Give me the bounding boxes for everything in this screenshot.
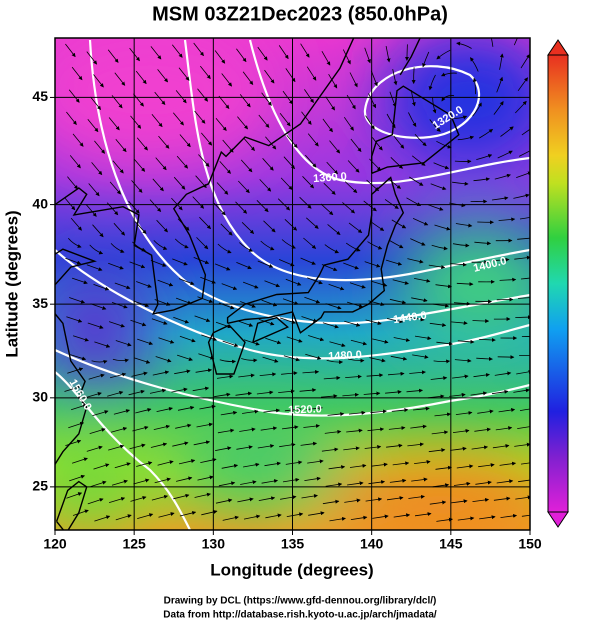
x-tick-label: 135 (281, 536, 305, 552)
x-tick-label: 125 (122, 536, 146, 552)
x-tick-label: 140 (360, 536, 384, 552)
contour-label: 1520.0 (288, 403, 322, 416)
y-tick-label: 25 (32, 478, 48, 494)
x-tick-label: 120 (43, 536, 67, 552)
x-tick-label: 150 (518, 536, 542, 552)
y-axis-label: Latitude (degrees) (2, 210, 21, 357)
contour-label: 1480.0 (328, 349, 362, 363)
y-tick-label: 40 (32, 195, 48, 211)
x-tick-label: 130 (202, 536, 226, 552)
contour-label: 1360.0 (313, 171, 347, 185)
colorbar-body (548, 55, 568, 512)
y-tick-label: 35 (32, 295, 48, 311)
footer-line: Drawing by DCL (https://www.gfd-dennou.o… (164, 596, 437, 607)
streamline (407, 44, 408, 60)
field-patch (170, 415, 350, 505)
field-patch (20, 10, 280, 170)
colorbar (548, 40, 568, 527)
plot-area: 1320.01360.01400.01440.01480.01520.01560… (20, 10, 560, 555)
colorbar-extend-high (548, 40, 568, 55)
x-tick-label: 145 (439, 536, 463, 552)
field-patch (30, 430, 150, 530)
title: MSM 03Z21Dec2023 (850.0hPa) (152, 3, 448, 25)
x-axis-label: Longitude (degrees) (210, 560, 373, 579)
y-tick-label: 45 (32, 88, 48, 104)
colorbar-extend-low (548, 512, 568, 527)
footer-line: Data from http://database.rish.kyoto-u.a… (163, 610, 437, 621)
y-tick-label: 30 (32, 389, 48, 405)
